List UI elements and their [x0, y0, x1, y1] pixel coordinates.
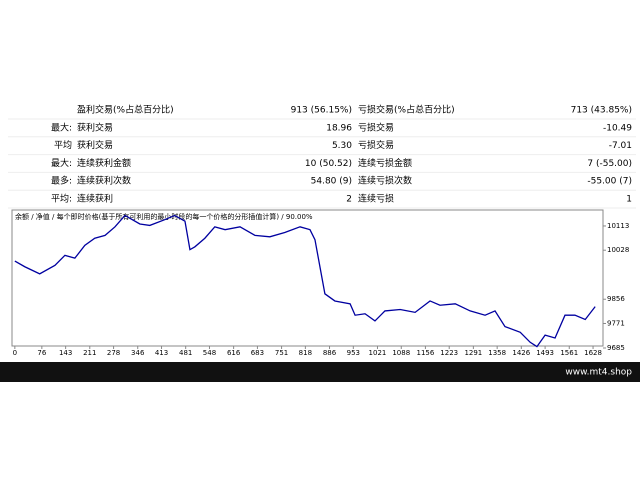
- x-tick-label: 1021: [369, 349, 387, 357]
- cell: 获利交易: [77, 139, 113, 151]
- y-tick-label: 9685: [607, 344, 625, 352]
- x-tick-label: 1156: [417, 349, 435, 357]
- cell: 54.80 (9): [311, 177, 352, 187]
- x-tick-label: 548: [203, 349, 216, 357]
- footer-bar: [0, 362, 640, 382]
- cell: -7.01: [609, 141, 632, 151]
- y-tick-label: 10028: [607, 246, 629, 254]
- x-tick-label: 886: [323, 349, 337, 357]
- balance-line: [14, 214, 596, 348]
- x-tick-label: 1088: [392, 349, 410, 357]
- cell: 最多:: [51, 175, 72, 187]
- cell: 平均: [54, 139, 72, 151]
- cell: 713 (43.85%): [571, 106, 632, 116]
- cell: -55.00 (7): [587, 177, 632, 187]
- cell: 2: [346, 195, 352, 205]
- x-tick-label: 1426: [512, 349, 530, 357]
- cell: 最大:: [51, 121, 72, 133]
- x-tick-label: 1358: [488, 349, 506, 357]
- x-tick-label: 1493: [536, 349, 554, 357]
- x-tick-label: 1561: [560, 349, 578, 357]
- cell: 5.30: [332, 141, 352, 151]
- cell: 亏损交易: [358, 139, 394, 151]
- cell: 10 (50.52): [305, 159, 352, 169]
- cell: 913 (56.15%): [291, 106, 352, 116]
- x-tick-label: 1291: [464, 349, 482, 357]
- cell: 1: [626, 195, 632, 205]
- x-tick-label: 818: [299, 349, 312, 357]
- x-tick-label: 346: [131, 349, 145, 357]
- cell: 获利交易: [77, 121, 113, 133]
- x-tick-label: 143: [59, 349, 72, 357]
- x-tick-label: 1628: [584, 349, 602, 357]
- y-tick-label: 9771: [607, 319, 625, 327]
- y-tick-label: 9856: [607, 295, 625, 303]
- chart-frame: [11, 209, 604, 347]
- y-tick-label: 10113: [607, 222, 629, 230]
- cell: 连续亏损: [358, 193, 394, 205]
- cell: 平均:: [51, 193, 72, 205]
- x-tick-label: 0: [13, 349, 17, 357]
- cell: -10.49: [603, 123, 632, 133]
- cell: 亏损交易(%占总百分比): [358, 104, 455, 116]
- cell: 连续获利次数: [77, 175, 131, 187]
- cell: 最大:: [51, 157, 72, 169]
- footer-site: www.mt4.shop: [565, 368, 632, 378]
- x-tick-label: 413: [155, 349, 168, 357]
- x-tick-label: 616: [227, 349, 241, 357]
- x-tick-label: 751: [275, 349, 288, 357]
- cell: 连续获利: [77, 193, 113, 205]
- x-tick-label: 211: [83, 349, 96, 357]
- x-tick-label: 481: [179, 349, 192, 357]
- x-tick-label: 76: [37, 349, 46, 357]
- cell: 连续亏损次数: [358, 175, 412, 187]
- cell: 连续亏损金额: [358, 157, 412, 169]
- x-tick-label: 1223: [440, 349, 458, 357]
- cell: 18.96: [326, 123, 352, 133]
- cell: 连续获利金额: [77, 157, 131, 169]
- cell: 亏损交易: [358, 121, 394, 133]
- cell: 7 (-55.00): [587, 159, 632, 169]
- x-tick-label: 278: [107, 349, 120, 357]
- cell: 盈利交易(%占总百分比): [77, 104, 174, 116]
- chart-legend: 余额 / 净值 / 每个即时价格(基于所有可利用的最小时段的每一个价格的分形插值…: [15, 212, 313, 221]
- x-tick-label: 953: [347, 349, 360, 357]
- x-tick-label: 683: [251, 349, 264, 357]
